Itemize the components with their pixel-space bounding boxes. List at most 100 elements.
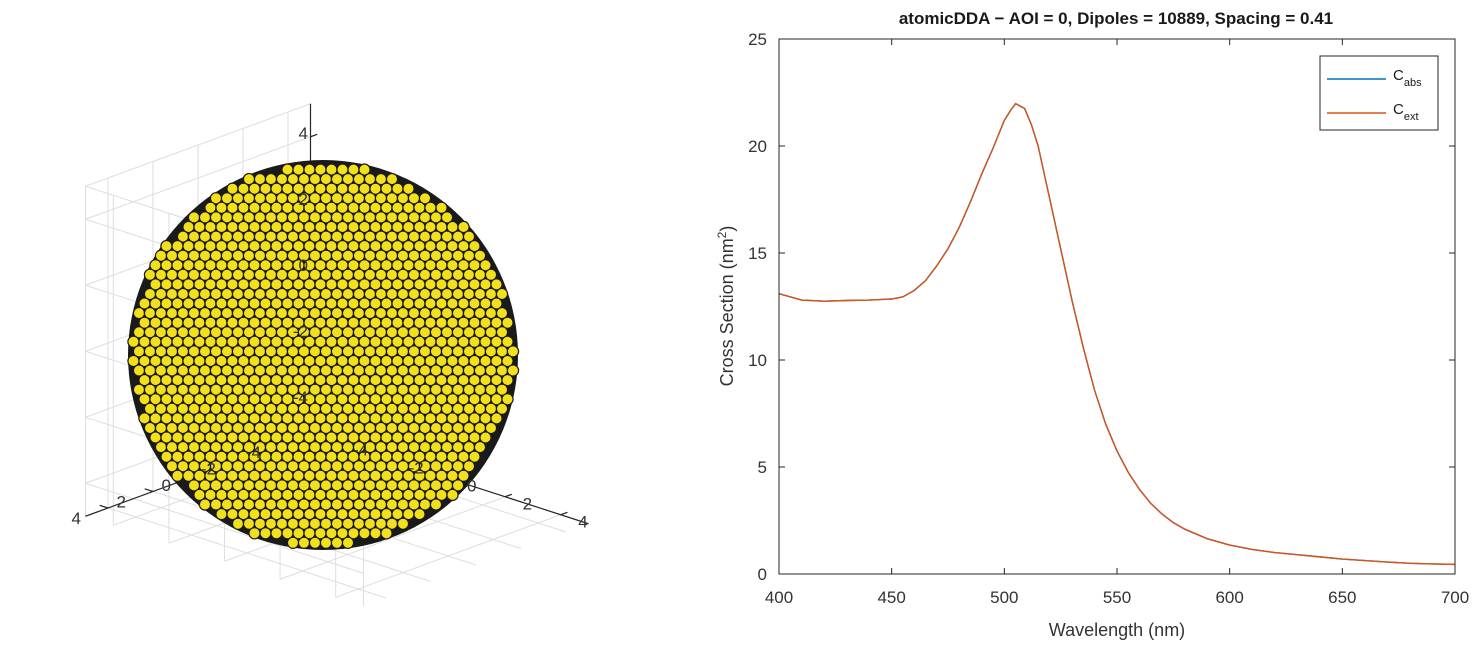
dipole-marker <box>396 517 410 530</box>
dipole-marker <box>490 412 503 425</box>
z-tick-mark <box>310 133 318 138</box>
y-axis-label: Cross Section (nm2) <box>715 226 737 387</box>
dipole-marker <box>501 393 514 406</box>
series-line-ext <box>778 102 1456 566</box>
y-tick-label: 25 <box>748 30 767 49</box>
dipole-marker <box>171 469 184 482</box>
dipole-marker <box>457 469 470 482</box>
scatter3d-axes: -4 -2 0 2 4 4 2 0 -2 -4 4 2 0 -2 -4 <box>72 103 589 607</box>
x-axis-label: Wavelength (nm) <box>1049 620 1185 640</box>
x-tick-mark <box>504 493 513 498</box>
y-axis-label-main: Cross Section (nm <box>717 238 737 386</box>
dipole-marker <box>457 220 470 234</box>
x-tick-label: 650 <box>1328 588 1356 607</box>
line-chart: atomicDDA − AOI = 0, Dipoles = 10889, Sp… <box>715 9 1469 640</box>
dipole-marker <box>473 440 487 454</box>
y-tick-label: 20 <box>748 137 767 156</box>
scatter3d-tick-labels: -4 -2 0 2 4 4 2 0 -2 -4 4 2 0 -2 -4 <box>72 124 588 532</box>
grid-line <box>107 507 387 599</box>
dipole-marker <box>495 383 509 396</box>
dipole-marker <box>446 488 459 502</box>
x-tick-label-3d: 4 <box>578 512 587 531</box>
legend-label-sub: abs <box>1404 77 1422 89</box>
dipole-marker <box>330 536 344 550</box>
x-tick-label: 600 <box>1215 588 1243 607</box>
dipole-marker <box>495 326 509 339</box>
dipole-marker <box>468 450 481 463</box>
legend-label-main: C <box>1393 101 1404 118</box>
x-tick-label: 500 <box>990 588 1018 607</box>
dipole-marker <box>506 364 520 377</box>
y-tick-label: 10 <box>748 351 767 370</box>
dipole-marker <box>308 536 322 550</box>
grid-line <box>85 136 311 220</box>
grid-line <box>279 496 506 580</box>
y-tick-label-3d: 4 <box>72 509 81 528</box>
dipole-marker <box>462 230 476 243</box>
dipole-marker <box>435 201 448 214</box>
y-axis-ticks: 0 5 10 15 20 25 <box>748 30 1455 584</box>
dipole-marker <box>429 498 443 511</box>
dipole-marker <box>484 421 498 435</box>
dipole-marker <box>358 163 371 176</box>
dipole-marker <box>451 479 465 492</box>
x-tick-label: 400 <box>765 588 793 607</box>
dipole-marker <box>501 354 514 368</box>
y-tick-label: 0 <box>758 565 767 584</box>
legend-label-sub: ext <box>1404 111 1419 123</box>
dipole-marker <box>495 306 509 320</box>
dipole-marker <box>490 278 503 291</box>
dipole-marker <box>380 527 393 540</box>
dipole-marker <box>270 527 283 540</box>
y-tick-label-3d: -2 <box>201 459 216 478</box>
x-tick-label-3d: 2 <box>523 494 532 513</box>
dipole-marker <box>358 527 371 540</box>
dipole-marker <box>297 536 311 550</box>
y-tick-mark <box>144 488 154 493</box>
dipole-marker <box>501 335 514 348</box>
x-tick-label-3d: 0 <box>467 476 476 495</box>
legend-label-ext: Cext <box>1393 101 1419 123</box>
y-tick-label-3d: 0 <box>162 476 171 495</box>
dipole-marker <box>231 517 245 530</box>
dipole-marker <box>286 536 300 550</box>
grid-line <box>335 514 561 598</box>
chart-title: atomicDDA − AOI = 0, Dipoles = 10889, Sp… <box>899 9 1333 28</box>
x-tick-mark <box>560 511 568 516</box>
dipole-marker <box>319 536 333 550</box>
dipole-marker <box>495 402 509 415</box>
y-tick-label-3d: 2 <box>117 492 126 511</box>
z-tick-label-3d: 4 <box>299 124 308 143</box>
y-tick-label: 15 <box>748 244 767 263</box>
legend: Cabs Cext <box>1319 55 1439 131</box>
legend-label-abs: Cabs <box>1393 67 1422 89</box>
y-axis-label-sup: 2 <box>715 231 729 238</box>
z-tick-label-3d: 2 <box>299 190 308 209</box>
dipole-marker <box>369 527 382 540</box>
x-tick-label-3d: -2 <box>409 458 424 477</box>
x-tick-label: 550 <box>1103 588 1131 607</box>
x-tick-label-3d: -4 <box>353 440 368 459</box>
dipole-marker <box>418 192 432 205</box>
dipole-marker <box>473 249 487 262</box>
y-tick-label: 5 <box>758 458 767 477</box>
x-axis-ticks: 400 450 500 550 600 650 700 <box>765 39 1469 607</box>
x-tick-label: 700 <box>1441 588 1469 607</box>
dipole-marker <box>341 536 355 550</box>
dipole-marker <box>506 345 520 358</box>
dipole-marker <box>501 373 514 387</box>
z-tick-label-3d: -2 <box>293 322 308 341</box>
y-axis-label-tail: ) <box>717 226 737 232</box>
z-tick-label-3d: -4 <box>293 388 308 407</box>
y-tick-mark <box>99 504 109 509</box>
dipole-marker <box>402 182 415 195</box>
dipole-marker <box>468 239 481 253</box>
dipole-sphere <box>127 160 520 550</box>
dipole-marker <box>215 507 228 521</box>
dipole-marker <box>484 268 498 281</box>
dipole-marker <box>248 527 261 540</box>
dipole-marker <box>462 460 476 473</box>
dipole-marker <box>501 316 514 329</box>
x-tick-label: 450 <box>877 588 905 607</box>
